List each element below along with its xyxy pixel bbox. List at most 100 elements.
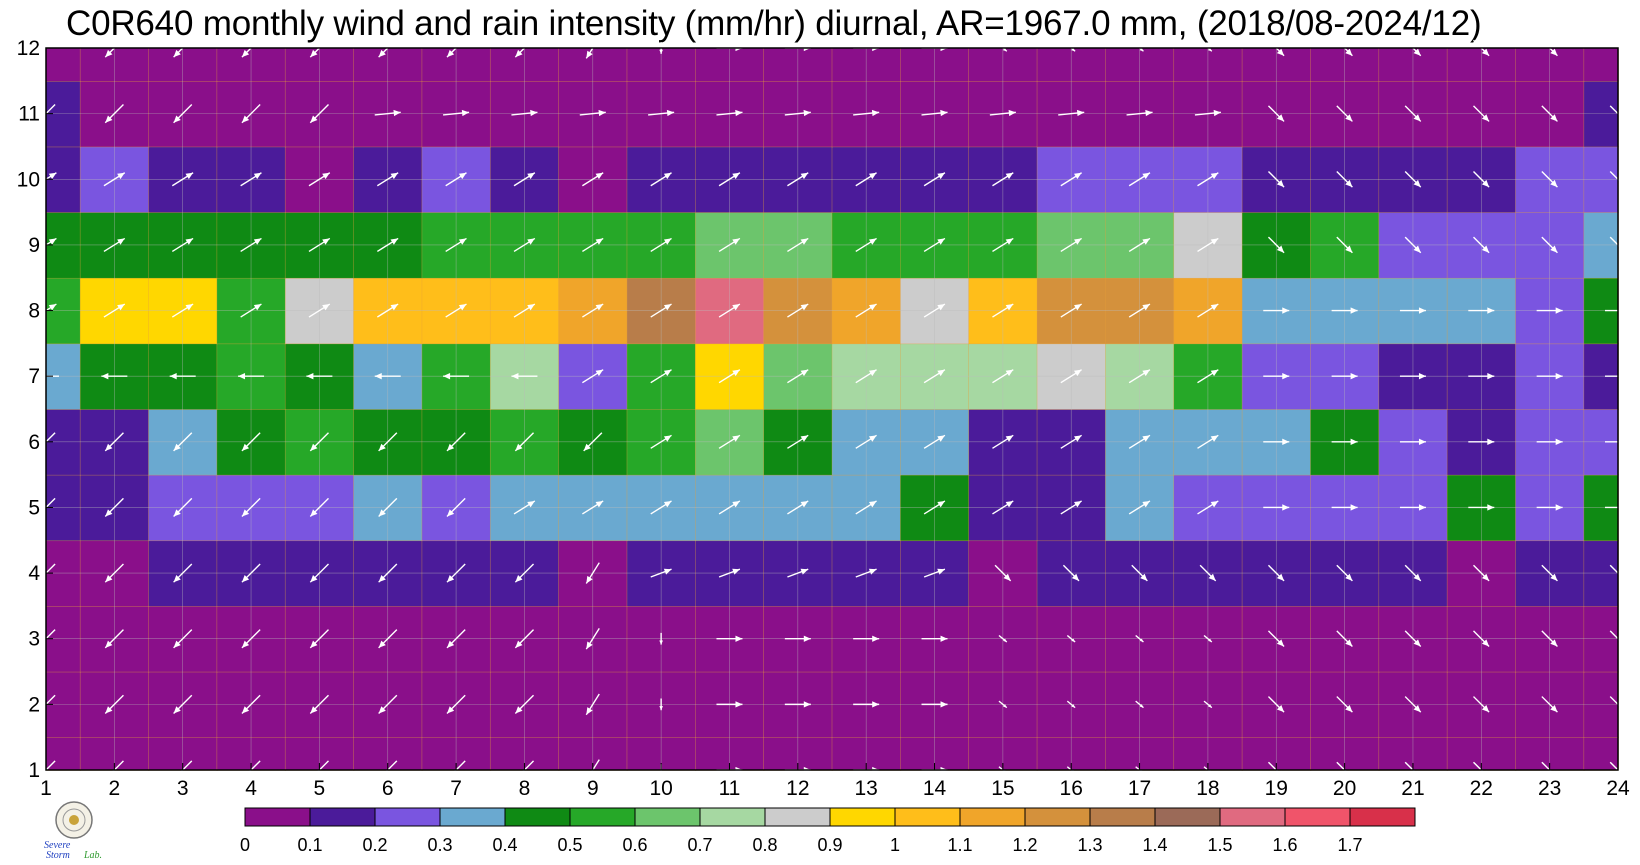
wind-arrow-head xyxy=(101,373,109,380)
y-tick-label: 4 xyxy=(28,562,40,585)
wind-arrow-head xyxy=(1074,435,1082,442)
x-tick-label: 11 xyxy=(719,777,741,800)
wind-arrow-head xyxy=(515,575,523,583)
wind-arrow xyxy=(241,432,261,452)
x-tick-label: 23 xyxy=(1538,777,1561,800)
wind-arrow-head xyxy=(1208,573,1216,581)
wind-arrow xyxy=(513,172,536,187)
wind-arrow-head xyxy=(1071,704,1076,708)
x-tick-label: 7 xyxy=(450,777,462,800)
wind-arrow-head xyxy=(378,49,386,58)
wind-arrow-head xyxy=(1276,114,1285,122)
wind-arrow-head xyxy=(1142,435,1150,442)
wind-arrow-head xyxy=(1282,504,1290,511)
wind-arrow xyxy=(173,563,193,583)
colorbar-swatch xyxy=(699,807,766,827)
wind-arrow-head xyxy=(868,304,877,311)
wind-arrow-head xyxy=(117,172,125,180)
wind-arrow-head xyxy=(105,575,113,583)
wind-arrow xyxy=(1060,303,1082,318)
wind-arrow xyxy=(1404,170,1422,188)
wind-arrow xyxy=(378,563,398,583)
colorbar-swatch xyxy=(894,807,961,827)
wind-arrow-head xyxy=(586,772,593,781)
wind-arrow-head xyxy=(36,509,45,517)
y-tick-label: 2 xyxy=(28,693,40,716)
wind-arrow-head xyxy=(800,304,809,311)
colorbar-swatch xyxy=(959,807,1026,827)
wind-arrow-head xyxy=(868,238,877,245)
wind-arrow xyxy=(1468,373,1495,380)
wind-arrow xyxy=(718,237,741,253)
wind-arrow xyxy=(378,432,398,452)
wind-arrow xyxy=(1267,696,1285,713)
wind-arrow-head xyxy=(937,500,945,508)
y-tick-label: 7 xyxy=(28,365,40,388)
wind-arrow-head xyxy=(105,115,113,123)
wind-arrow-head xyxy=(872,635,880,642)
wind-arrow xyxy=(443,109,470,117)
wind-arrow xyxy=(376,303,399,318)
wind-arrow-head xyxy=(1282,438,1290,445)
wind-arrow xyxy=(1197,237,1219,253)
wind-arrow-head xyxy=(36,706,45,714)
wind-arrow xyxy=(104,432,124,452)
wind-arrow-head xyxy=(241,443,250,451)
wind-arrow xyxy=(445,237,467,253)
logo-text-lab: Lab. xyxy=(83,850,102,860)
wind-arrow-head xyxy=(241,509,250,517)
wind-arrow-head xyxy=(800,435,809,442)
colorbar-label: 1.1 xyxy=(947,835,972,855)
wind-arrow xyxy=(240,303,262,318)
colorbar-label: 1.2 xyxy=(1012,835,1037,855)
wind-arrow xyxy=(1060,237,1082,253)
wind-arrow-head xyxy=(1487,504,1495,511)
wind-arrow-head xyxy=(1210,435,1219,442)
wind-arrow xyxy=(241,563,261,583)
wind-arrow-head xyxy=(659,706,663,711)
wind-arrow-head xyxy=(33,373,40,380)
wind-arrow-head xyxy=(1350,307,1358,314)
wind-arrow xyxy=(787,568,809,578)
wind-arrow-head xyxy=(595,500,604,508)
wind-arrow-head xyxy=(1624,307,1631,314)
colorbar-label: 1.7 xyxy=(1337,835,1362,855)
wind-arrow xyxy=(718,500,741,515)
wind-arrow-head xyxy=(937,568,945,575)
wind-arrow-head xyxy=(310,640,318,648)
wind-arrow-head xyxy=(105,706,113,714)
wind-arrow-head xyxy=(1142,369,1150,377)
wind-arrow xyxy=(1331,307,1358,314)
x-tick-label: 13 xyxy=(854,777,877,800)
wind-arrow-head xyxy=(1413,179,1421,188)
wind-arrow-head xyxy=(1550,770,1558,778)
wind-arrow-head xyxy=(732,172,740,180)
wind-arrow-head xyxy=(446,771,455,780)
wind-arrow xyxy=(923,434,946,449)
wind-arrow xyxy=(585,562,600,584)
x-tick-label: 4 xyxy=(245,777,257,800)
wind-arrow-head xyxy=(1005,500,1014,508)
y-tick-label: 8 xyxy=(28,300,40,323)
wind-arrow xyxy=(853,701,880,708)
logo-text-storm: Storm xyxy=(46,850,70,860)
wind-arrow xyxy=(787,303,809,318)
wind-arrow-head xyxy=(461,109,470,117)
wind-arrow-head xyxy=(446,706,455,714)
wind-arrow xyxy=(855,172,877,187)
wind-arrow-head xyxy=(48,172,57,180)
colorbar-swatch xyxy=(309,807,376,827)
wind-arrow xyxy=(1473,696,1490,713)
wind-arrow xyxy=(1131,564,1148,582)
wind-arrow xyxy=(1536,504,1563,511)
wind-arrow xyxy=(1541,236,1558,254)
wind-arrow-head xyxy=(173,115,181,123)
wind-arrow-head xyxy=(1145,109,1153,117)
wind-arrow-head xyxy=(446,443,455,451)
wind-arrow-head xyxy=(378,640,386,648)
wind-arrow-head xyxy=(1213,109,1221,117)
wind-arrow-head xyxy=(1487,438,1495,445)
wind-arrow-head xyxy=(1074,304,1082,311)
wind-arrow xyxy=(241,497,261,518)
